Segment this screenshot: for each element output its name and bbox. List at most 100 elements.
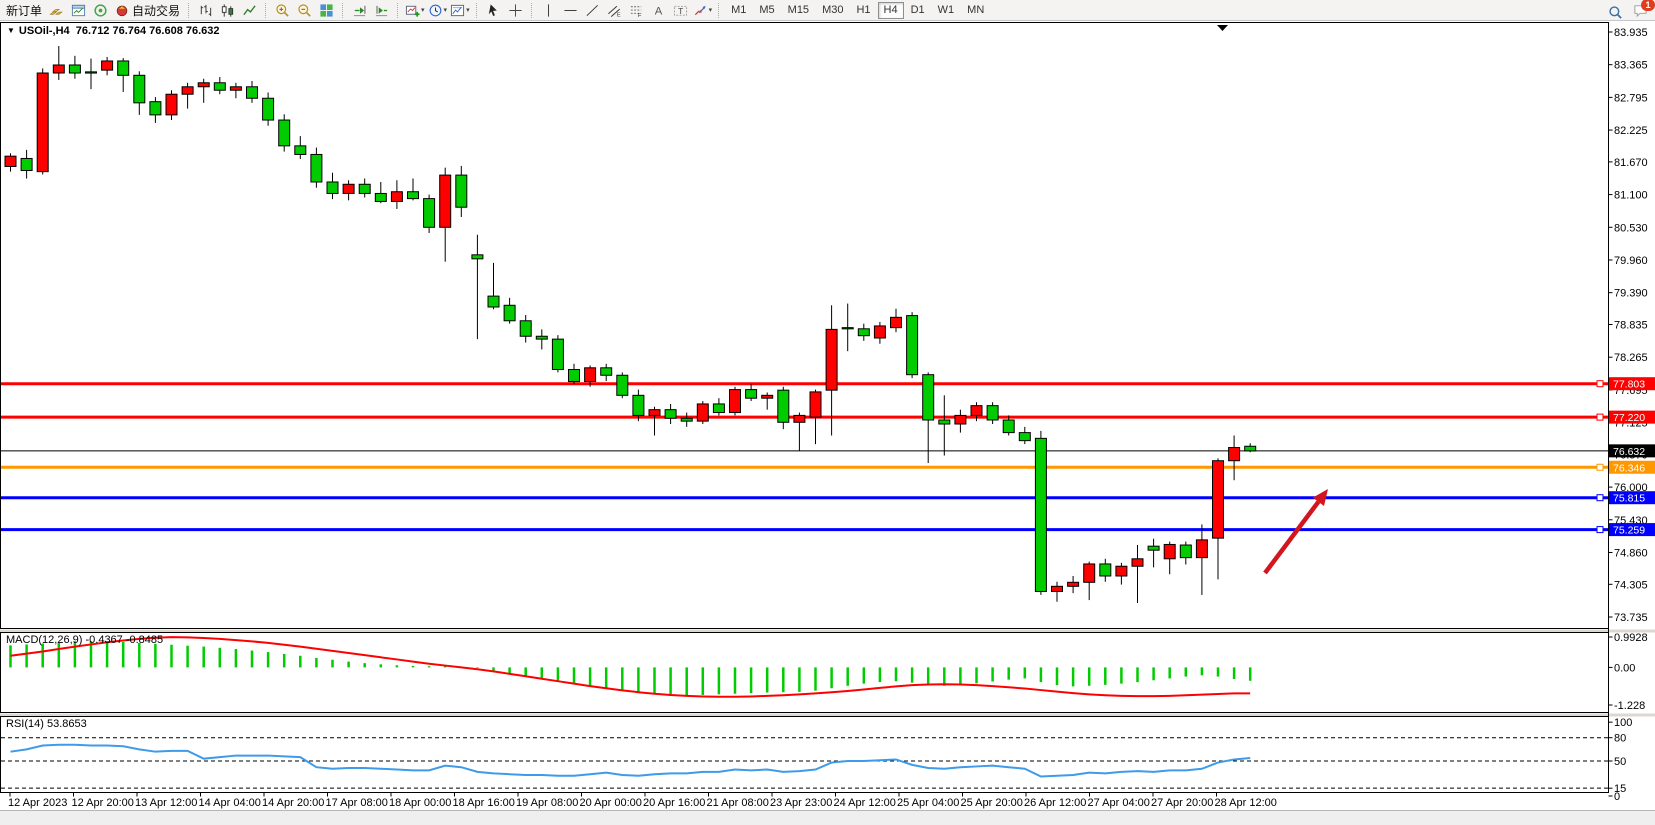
price-tag-label: 77.220 <box>1613 412 1645 424</box>
hline-endpoint-marker[interactable] <box>1596 494 1604 502</box>
time-axis-label: 13 Apr 12:00 <box>135 797 197 809</box>
macd-indicator-label: MACD(12,26,9) -0.4367 -0.8485 <box>6 634 164 646</box>
candle <box>278 119 291 147</box>
text-label-icon: T <box>673 5 687 15</box>
trend-arrow-head[interactable] <box>1312 489 1328 506</box>
community-button[interactable] <box>90 1 111 20</box>
tile-windows-button[interactable] <box>316 1 337 20</box>
text-label-tool-button[interactable]: T <box>670 1 691 20</box>
toolbar: 新订单 自动交易 E F A T M1 M5 M15 M30 H1 H4 D1 … <box>0 0 1655 21</box>
timeframe-h4-button[interactable]: H4 <box>877 1 904 19</box>
candle <box>1131 558 1144 567</box>
new-order-ticket-button[interactable] <box>46 1 67 20</box>
price-tag-label: 75.815 <box>1613 493 1645 505</box>
timeframe-w1-button[interactable]: W1 <box>932 2 961 19</box>
timeframe-m1-button[interactable]: M1 <box>725 2 752 19</box>
price-tag-75.259 <box>1609 523 1655 537</box>
price-tag-76.346 <box>1609 460 1655 474</box>
bar-chart-mode-button[interactable] <box>195 1 216 20</box>
candle <box>1212 460 1224 539</box>
shapes-icon <box>694 5 706 15</box>
time-axis-label: 14 Apr 20:00 <box>262 797 324 809</box>
time-axis-label: 12 Apr 20:00 <box>72 797 134 809</box>
text-tool-button[interactable]: A <box>648 1 669 20</box>
zoom-in-button[interactable] <box>272 1 293 20</box>
horizontal-line-tool-button[interactable] <box>560 1 581 20</box>
price-tag-label: 76.632 <box>1613 446 1645 458</box>
templates-button[interactable] <box>449 1 471 20</box>
candle <box>85 71 97 74</box>
price-tick-label: 78.265 <box>1614 352 1648 364</box>
candle <box>262 97 275 121</box>
time-axis-label: 19 Apr 08:00 <box>516 797 578 809</box>
candle <box>68 64 81 74</box>
autotrading-button[interactable]: 自动交易 <box>112 1 183 20</box>
timeframe-m15-button[interactable]: M15 <box>782 2 815 19</box>
rsi-tick-label: 100 <box>1614 717 1632 729</box>
candle <box>1147 545 1160 551</box>
cursor-tool-button[interactable] <box>483 1 504 20</box>
price-tag-76.632 <box>1609 444 1655 458</box>
hline-endpoint-marker[interactable] <box>1596 526 1604 534</box>
crosshair-icon <box>508 3 522 17</box>
arrows-tool-button[interactable] <box>692 1 714 20</box>
new-chart-button[interactable] <box>404 1 426 20</box>
candle <box>600 367 613 376</box>
chart-shift-marker[interactable] <box>1217 25 1228 31</box>
rsi-tick-label: 15 <box>1614 783 1626 795</box>
rsi-line <box>10 743 1251 778</box>
candle <box>922 374 935 421</box>
candle <box>761 394 774 399</box>
channel-tool-button[interactable]: E <box>604 1 625 20</box>
hline-endpoint-marker[interactable] <box>1596 463 1604 471</box>
auto-scroll-button[interactable] <box>349 1 370 20</box>
rsi-panel <box>0 716 1609 793</box>
symbol-dropdown-icon[interactable]: ▼ <box>7 26 15 35</box>
search-button[interactable] <box>1605 3 1626 22</box>
candle <box>471 254 484 260</box>
market-watch-window-button[interactable] <box>68 1 89 20</box>
time-axis-label: 26 Apr 12:00 <box>1024 797 1086 809</box>
line-chart-mode-button[interactable] <box>239 1 260 20</box>
crosshair-tool-button[interactable] <box>505 1 526 20</box>
candle <box>117 60 130 76</box>
price-tick-label: 83.935 <box>1614 27 1648 39</box>
template-icon <box>451 4 465 16</box>
timeframe-d1-button[interactable]: D1 <box>905 2 931 19</box>
panel-separator[interactable] <box>0 629 1655 633</box>
candles-chart-icon <box>221 3 234 17</box>
candle <box>696 403 709 422</box>
timeframe-m5-button[interactable]: M5 <box>753 2 780 19</box>
trend-arrow-shaft[interactable] <box>1263 500 1321 575</box>
new-order-button[interactable]: 新订单 <box>3 1 45 20</box>
periods-button[interactable] <box>427 1 449 20</box>
trendline-tool-button[interactable] <box>582 1 603 20</box>
dropdown-arrow-icon <box>444 6 448 14</box>
hline-endpoint-marker[interactable] <box>1596 413 1604 421</box>
panel-separator[interactable] <box>0 713 1655 717</box>
candle <box>52 64 65 74</box>
timeframe-m30-button[interactable]: M30 <box>816 2 849 19</box>
candle <box>374 192 387 202</box>
cursor-icon <box>488 3 497 16</box>
chat-notification-badge: 1 <box>1641 0 1655 11</box>
candle-chart-mode-button[interactable] <box>217 1 238 20</box>
candle <box>1244 445 1257 452</box>
candle <box>342 183 355 194</box>
candle <box>777 389 790 423</box>
chart-shift-button[interactable] <box>371 1 392 20</box>
timeframe-mn-button[interactable]: MN <box>961 2 990 19</box>
zoom-out-button[interactable] <box>294 1 315 20</box>
fibonacci-tool-button[interactable]: F <box>626 1 647 20</box>
candle <box>133 74 146 104</box>
candle <box>632 394 645 416</box>
timeframe-h1-button[interactable]: H1 <box>850 2 876 19</box>
candle <box>584 367 597 383</box>
candle <box>358 183 371 194</box>
vertical-line-tool-button[interactable] <box>538 1 559 20</box>
candle <box>970 405 983 416</box>
macd-tick-label: 0.9928 <box>1614 632 1648 644</box>
hline-endpoint-marker[interactable] <box>1596 380 1604 388</box>
candle <box>246 86 258 99</box>
price-tick-label: 81.100 <box>1614 190 1648 202</box>
